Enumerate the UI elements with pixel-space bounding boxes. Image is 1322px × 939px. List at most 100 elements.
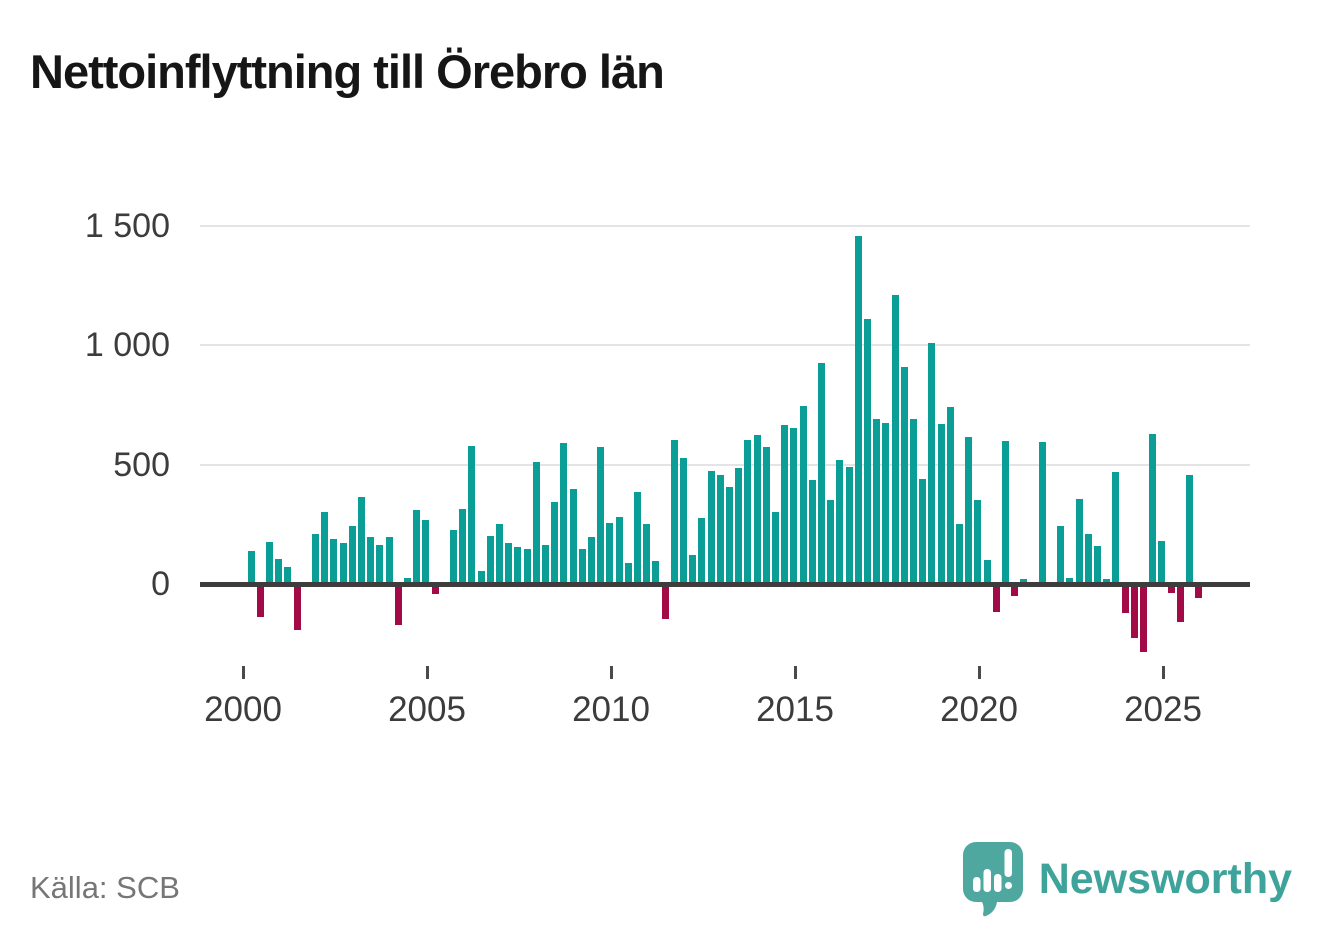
bar-positive xyxy=(633,492,642,584)
bar-positive xyxy=(551,501,559,584)
speech-bubble-shape xyxy=(962,842,1023,917)
bar-negative xyxy=(661,586,669,620)
bar-positive xyxy=(1093,545,1102,584)
bar-positive xyxy=(817,363,826,584)
logo-bar-tall xyxy=(983,869,991,892)
x-axis-tick-label: 2005 xyxy=(388,690,466,729)
bar-positive xyxy=(919,479,927,584)
bar-positive xyxy=(422,519,430,584)
bar-positive xyxy=(854,235,862,584)
y-axis-tick-label: 500 xyxy=(113,445,170,484)
bar-positive xyxy=(330,538,338,584)
bar-positive xyxy=(321,512,329,584)
bar-positive xyxy=(477,570,485,584)
newsworthy-logo: Newsworthy xyxy=(961,840,1292,918)
bar-positive xyxy=(376,544,384,584)
bar-positive xyxy=(523,549,531,584)
bar-positive xyxy=(459,508,467,584)
bar-negative xyxy=(293,586,301,631)
bar-positive xyxy=(955,524,964,584)
bar-positive xyxy=(891,295,899,584)
bar-positive xyxy=(265,542,274,584)
bar-negative xyxy=(1195,586,1203,598)
bar-positive xyxy=(403,578,412,584)
bar-negative xyxy=(431,586,439,595)
gridline xyxy=(200,463,1250,466)
bar-positive xyxy=(1149,433,1157,584)
bar-positive xyxy=(744,439,752,584)
bar-positive xyxy=(845,467,853,584)
bar-positive xyxy=(928,343,936,584)
x-axis-tick-mark xyxy=(610,666,613,679)
logo-bar-medium xyxy=(993,874,1002,892)
bar-negative xyxy=(256,586,264,618)
bar-positive xyxy=(385,537,393,584)
bar-positive xyxy=(486,536,494,584)
bar-positive xyxy=(615,517,623,584)
bar-negative xyxy=(1011,586,1019,596)
bar-positive xyxy=(735,468,743,584)
bar-positive xyxy=(1038,442,1046,584)
bar-positive xyxy=(937,424,945,584)
bar-positive xyxy=(1158,541,1166,584)
bar-positive xyxy=(1103,579,1111,584)
bar-positive xyxy=(707,470,715,584)
bar-positive xyxy=(624,562,632,584)
bar-negative xyxy=(1121,586,1129,614)
bar-positive xyxy=(587,537,596,584)
bar-positive xyxy=(790,427,798,584)
bar-positive xyxy=(311,533,320,584)
bar-positive xyxy=(689,555,697,584)
bar-positive xyxy=(716,475,724,584)
bar-positive xyxy=(965,437,973,584)
logo-bar-small xyxy=(972,877,981,892)
bar-positive xyxy=(1084,533,1092,584)
bar-positive xyxy=(1075,499,1083,584)
bar-negative xyxy=(992,586,1000,613)
bar-positive xyxy=(900,366,908,584)
bar-positive xyxy=(514,547,522,584)
gridline xyxy=(200,225,1250,228)
bar-positive xyxy=(357,496,366,584)
bar-positive xyxy=(1057,525,1065,584)
bar-positive xyxy=(1112,471,1120,584)
bar-positive xyxy=(725,487,734,584)
x-axis-tick-label: 2000 xyxy=(204,690,282,729)
bar-positive xyxy=(606,523,614,584)
x-axis-tick-mark xyxy=(426,666,429,679)
x-axis-tick-label: 2025 xyxy=(1124,690,1202,729)
bar-positive xyxy=(1066,578,1074,584)
bar-positive xyxy=(569,488,577,584)
bar-positive xyxy=(679,457,688,584)
bar-positive xyxy=(1001,440,1010,584)
bar-positive xyxy=(771,512,780,584)
bar-negative xyxy=(394,586,402,626)
y-axis-tick-label: 0 xyxy=(151,565,170,603)
bar-positive xyxy=(413,510,421,584)
x-axis-tick-label: 2015 xyxy=(756,690,834,729)
bar-positive xyxy=(670,439,678,584)
logo-exclamation-dot xyxy=(1004,882,1012,889)
x-axis-tick-label: 2020 xyxy=(940,690,1018,729)
bar-positive xyxy=(836,459,844,584)
bar-positive xyxy=(348,525,356,584)
bar-negative xyxy=(1130,586,1138,639)
bar-positive xyxy=(909,419,918,584)
bar-positive xyxy=(643,524,651,584)
bar-positive xyxy=(284,567,292,584)
bar-positive xyxy=(946,407,954,584)
bar-positive xyxy=(339,543,347,584)
bar-positive xyxy=(983,560,991,584)
bar-positive xyxy=(532,462,540,584)
bar-positive xyxy=(1185,475,1194,584)
bar-positive xyxy=(449,530,458,584)
bar-positive xyxy=(808,480,816,584)
bar-positive xyxy=(873,419,881,584)
bar-positive xyxy=(781,425,789,584)
zero-axis-line xyxy=(200,582,1250,587)
bar-positive xyxy=(578,549,586,584)
bar-positive xyxy=(762,446,770,584)
bar-positive xyxy=(799,406,807,584)
